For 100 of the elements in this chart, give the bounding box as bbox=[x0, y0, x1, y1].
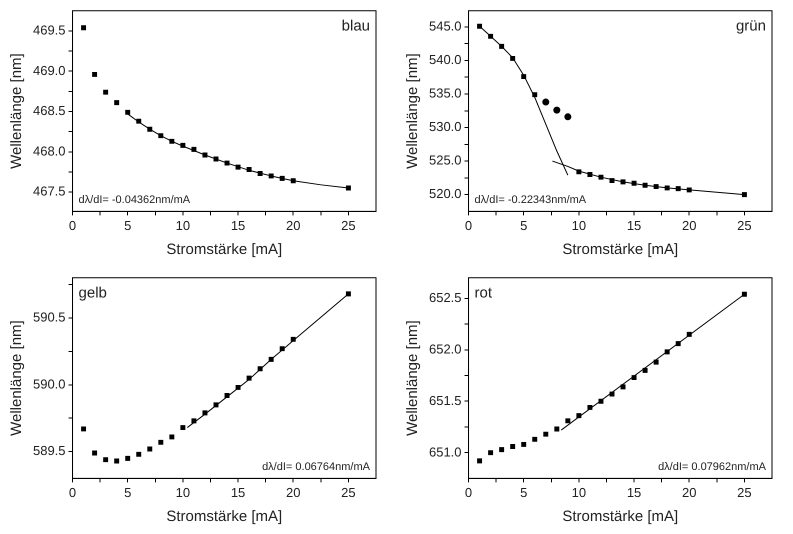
point bbox=[224, 393, 230, 398]
y-tick-label: 530.0 bbox=[428, 119, 462, 134]
point bbox=[268, 173, 274, 178]
point bbox=[686, 187, 692, 192]
point bbox=[114, 458, 120, 464]
point bbox=[169, 138, 174, 144]
x-tick-label: 25 bbox=[737, 484, 752, 500]
point bbox=[587, 172, 592, 177]
point bbox=[664, 185, 670, 190]
point bbox=[136, 118, 142, 124]
x-tick-label: 25 bbox=[341, 484, 356, 500]
x-tick-label: 20 bbox=[286, 218, 300, 233]
x-axis-title: Stromstärke [mA] bbox=[562, 241, 678, 258]
y-axis-title: Wellenlänge [nm] bbox=[404, 320, 422, 436]
y-axis-title: Wellenlänge [nm] bbox=[8, 320, 26, 436]
annotation: dλ/dI= 0.06764nm/mA bbox=[262, 460, 371, 473]
x-tick-label: 5 bbox=[520, 484, 528, 500]
point bbox=[169, 434, 174, 440]
y-axis-title: Wellenlänge [nm] bbox=[8, 53, 26, 169]
point bbox=[92, 450, 98, 456]
point bbox=[236, 384, 241, 390]
y-tick-label: 525.0 bbox=[428, 152, 462, 168]
point bbox=[554, 426, 560, 432]
x-axis-title: Stromstärke [mA] bbox=[166, 241, 282, 258]
x-tick-label: 10 bbox=[176, 218, 190, 233]
point bbox=[158, 440, 164, 445]
point bbox=[576, 413, 582, 418]
point bbox=[280, 346, 285, 352]
y-tick-label: 652.0 bbox=[428, 341, 462, 356]
point bbox=[543, 432, 548, 437]
point bbox=[246, 376, 252, 381]
x-tick-label: 20 bbox=[682, 484, 696, 500]
y-tick-label: 651.5 bbox=[428, 392, 462, 408]
point bbox=[191, 146, 196, 152]
point bbox=[346, 186, 351, 191]
point bbox=[742, 292, 747, 297]
point bbox=[268, 356, 274, 362]
point bbox=[620, 179, 626, 184]
x-tick-label: 20 bbox=[286, 484, 300, 500]
point bbox=[477, 24, 482, 29]
point bbox=[686, 332, 692, 337]
point bbox=[532, 92, 538, 98]
x-tick-label: 5 bbox=[124, 218, 132, 233]
point bbox=[488, 34, 494, 39]
x-axis-title: Stromstärke [mA] bbox=[562, 508, 678, 526]
x-tick-label: 5 bbox=[520, 218, 528, 233]
point bbox=[587, 404, 592, 410]
x-tick-label: 15 bbox=[626, 218, 642, 233]
point bbox=[521, 442, 526, 447]
annotation: blau bbox=[342, 17, 370, 34]
y-tick-label: 469.0 bbox=[32, 62, 66, 78]
point bbox=[290, 178, 296, 184]
point bbox=[499, 44, 504, 49]
annotation: rot bbox=[474, 284, 493, 302]
x-tick-label: 25 bbox=[737, 218, 752, 233]
point bbox=[280, 176, 285, 181]
x-tick-label: 10 bbox=[572, 484, 586, 500]
point bbox=[598, 174, 604, 180]
annotation: dλ/dI= 0.07962nm/mA bbox=[658, 460, 767, 473]
point bbox=[742, 192, 747, 198]
y-tick-label: 590.5 bbox=[32, 310, 66, 324]
point bbox=[642, 368, 648, 373]
x-tick-label: 0 bbox=[464, 484, 472, 500]
point bbox=[576, 169, 582, 174]
point bbox=[290, 336, 296, 342]
point bbox=[642, 182, 648, 188]
point bbox=[654, 360, 659, 365]
point bbox=[92, 72, 98, 77]
y-tick-label: 590.0 bbox=[32, 376, 66, 392]
x-tick-label: 15 bbox=[230, 218, 246, 233]
point bbox=[676, 186, 681, 192]
point bbox=[214, 156, 218, 162]
annotation: grün bbox=[736, 17, 766, 34]
x-tick-label: 0 bbox=[68, 484, 76, 500]
x-tick-label: 10 bbox=[176, 484, 190, 500]
y-tick-label: 467.5 bbox=[32, 184, 66, 199]
y-tick-label: 545.0 bbox=[428, 18, 462, 34]
point bbox=[214, 402, 218, 408]
x-axis-title: Stromstärke [mA] bbox=[166, 508, 282, 526]
y-tick-label: 469.5 bbox=[32, 22, 66, 38]
point bbox=[246, 167, 252, 172]
point bbox=[180, 142, 186, 148]
point bbox=[499, 447, 504, 452]
y-tick-label: 540.0 bbox=[428, 52, 462, 68]
point bbox=[81, 426, 86, 432]
point bbox=[147, 126, 152, 132]
point bbox=[632, 375, 637, 380]
y-tick-label: 468.0 bbox=[32, 143, 66, 158]
point bbox=[202, 410, 208, 416]
x-tick-label: 5 bbox=[124, 484, 132, 500]
y-tick-label: 652.5 bbox=[428, 290, 462, 305]
point bbox=[632, 180, 637, 186]
y-axis-title: Wellenlänge [nm] bbox=[404, 53, 422, 169]
point bbox=[565, 418, 570, 424]
annotation: gelb bbox=[78, 284, 107, 302]
point bbox=[136, 452, 142, 457]
point bbox=[180, 425, 186, 430]
y-tick-label: 468.5 bbox=[32, 103, 66, 118]
point bbox=[610, 178, 614, 184]
point bbox=[158, 133, 164, 138]
